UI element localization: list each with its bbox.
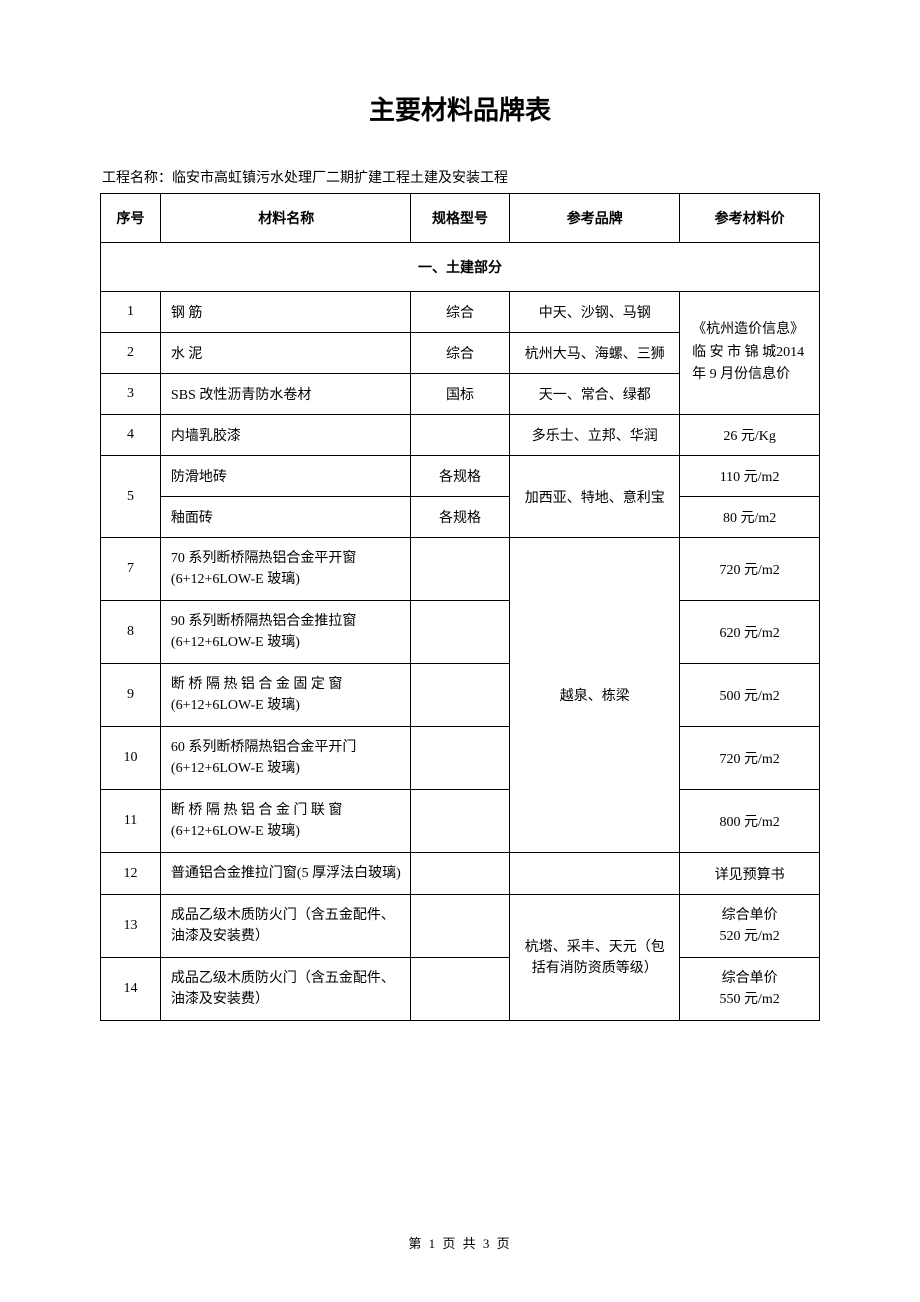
table-row: 8 90 系列断桥隔热铝合金推拉窗(6+12+6LOW-E 玻璃) 620 元/… [101,601,820,664]
cell-name: 防滑地砖 [160,456,410,497]
table-row: 7 70 系列断桥隔热铝合金平开窗(6+12+6LOW-E 玻璃) 越泉、栋梁 … [101,538,820,601]
cell-price: 详见预算书 [680,853,820,895]
cell-spec [410,958,510,1021]
cell-price: 500 元/m2 [680,664,820,727]
cell-price: 26 元/Kg [680,415,820,456]
cell-price: 620 元/m2 [680,601,820,664]
cell-price: 720 元/m2 [680,538,820,601]
cell-seq: 12 [101,853,161,895]
header-price: 参考材料价 [680,194,820,243]
table-row: 13 成品乙级木质防火门（含五金配件、油漆及安装费） 杭塔、采丰、天元（包括有消… [101,895,820,958]
cell-brand: 杭州大马、海螺、三狮 [510,333,680,374]
cell-spec: 综合 [410,292,510,333]
cell-seq: 9 [101,664,161,727]
cell-spec [410,727,510,790]
cell-name: 成品乙级木质防火门（含五金配件、油漆及安装费） [160,895,410,958]
cell-seq: 8 [101,601,161,664]
cell-name: 釉面砖 [160,497,410,538]
section-row: 一、土建部分 [101,243,820,292]
page-footer: 第 1 页 共 3 页 [100,1233,820,1252]
cell-spec [410,538,510,601]
cell-spec [410,664,510,727]
cell-seq: 10 [101,727,161,790]
cell-spec: 各规格 [410,497,510,538]
cell-seq: 7 [101,538,161,601]
table-row: 12 普通铝合金推拉门窗(5 厚浮法白玻璃) 详见预算书 [101,853,820,895]
cell-brand: 中天、沙钢、马钢 [510,292,680,333]
cell-seq: 14 [101,958,161,1021]
cell-brand-merged: 加西亚、特地、意利宝 [510,456,680,538]
cell-spec [410,601,510,664]
table-row: 5 防滑地砖 各规格 加西亚、特地、意利宝 110 元/m2 [101,456,820,497]
table-row: 1 钢 筋 综合 中天、沙钢、马钢 《杭州造价信息》临 安 市 锦 城2014 … [101,292,820,333]
cell-name: 水 泥 [160,333,410,374]
cell-price-merged: 《杭州造价信息》临 安 市 锦 城2014 年 9 月份信息价 [680,292,820,415]
table-row: 11 断 桥 隔 热 铝 合 金 门 联 窗(6+12+6LOW-E 玻璃) 8… [101,790,820,853]
cell-price: 综合单价 520 元/m2 [680,895,820,958]
cell-spec [410,895,510,958]
cell-seq: 13 [101,895,161,958]
cell-spec [410,853,510,895]
cell-seq: 11 [101,790,161,853]
table-row: 4 内墙乳胶漆 多乐士、立邦、华润 26 元/Kg [101,415,820,456]
cell-name: SBS 改性沥青防水卷材 [160,374,410,415]
cell-spec: 综合 [410,333,510,374]
cell-name: 内墙乳胶漆 [160,415,410,456]
cell-name: 60 系列断桥隔热铝合金平开门(6+12+6LOW-E 玻璃) [160,727,410,790]
cell-brand: 天一、常合、绿都 [510,374,680,415]
cell-brand [510,853,680,895]
header-brand: 参考品牌 [510,194,680,243]
header-seq: 序号 [101,194,161,243]
cell-price: 综合单价 550 元/m2 [680,958,820,1021]
section-header: 一、土建部分 [101,243,820,292]
cell-brand-merged: 杭塔、采丰、天元（包括有消防资质等级） [510,895,680,1021]
cell-name: 成品乙级木质防火门（含五金配件、油漆及安装费） [160,958,410,1021]
table-row: 釉面砖 各规格 80 元/m2 [101,497,820,538]
table-header-row: 序号 材料名称 规格型号 参考品牌 参考材料价 [101,194,820,243]
header-spec: 规格型号 [410,194,510,243]
cell-name: 钢 筋 [160,292,410,333]
cell-brand: 多乐士、立邦、华润 [510,415,680,456]
cell-spec: 各规格 [410,456,510,497]
header-name: 材料名称 [160,194,410,243]
cell-spec: 国标 [410,374,510,415]
cell-price: 800 元/m2 [680,790,820,853]
cell-brand-merged: 越泉、栋梁 [510,538,680,853]
cell-spec [410,790,510,853]
cell-spec [410,415,510,456]
cell-seq: 1 [101,292,161,333]
cell-price: 720 元/m2 [680,727,820,790]
cell-seq: 4 [101,415,161,456]
cell-name: 断 桥 隔 热 铝 合 金 固 定 窗(6+12+6LOW-E 玻璃) [160,664,410,727]
table-row: 14 成品乙级木质防火门（含五金配件、油漆及安装费） 综合单价 550 元/m2 [101,958,820,1021]
table-row: 9 断 桥 隔 热 铝 合 金 固 定 窗(6+12+6LOW-E 玻璃) 50… [101,664,820,727]
material-table: 序号 材料名称 规格型号 参考品牌 参考材料价 一、土建部分 1 钢 筋 综合 … [100,193,820,1021]
cell-seq: 3 [101,374,161,415]
cell-price: 110 元/m2 [680,456,820,497]
cell-name: 90 系列断桥隔热铝合金推拉窗(6+12+6LOW-E 玻璃) [160,601,410,664]
page-title: 主要材料品牌表 [100,90,820,127]
table-row: 10 60 系列断桥隔热铝合金平开门(6+12+6LOW-E 玻璃) 720 元… [101,727,820,790]
project-name: 工程名称：临安市高虹镇污水处理厂二期扩建工程土建及安装工程 [100,167,820,187]
cell-name: 断 桥 隔 热 铝 合 金 门 联 窗(6+12+6LOW-E 玻璃) [160,790,410,853]
cell-price: 80 元/m2 [680,497,820,538]
cell-name: 普通铝合金推拉门窗(5 厚浮法白玻璃) [160,853,410,895]
cell-seq: 5 [101,456,161,538]
cell-seq: 2 [101,333,161,374]
cell-name: 70 系列断桥隔热铝合金平开窗(6+12+6LOW-E 玻璃) [160,538,410,601]
